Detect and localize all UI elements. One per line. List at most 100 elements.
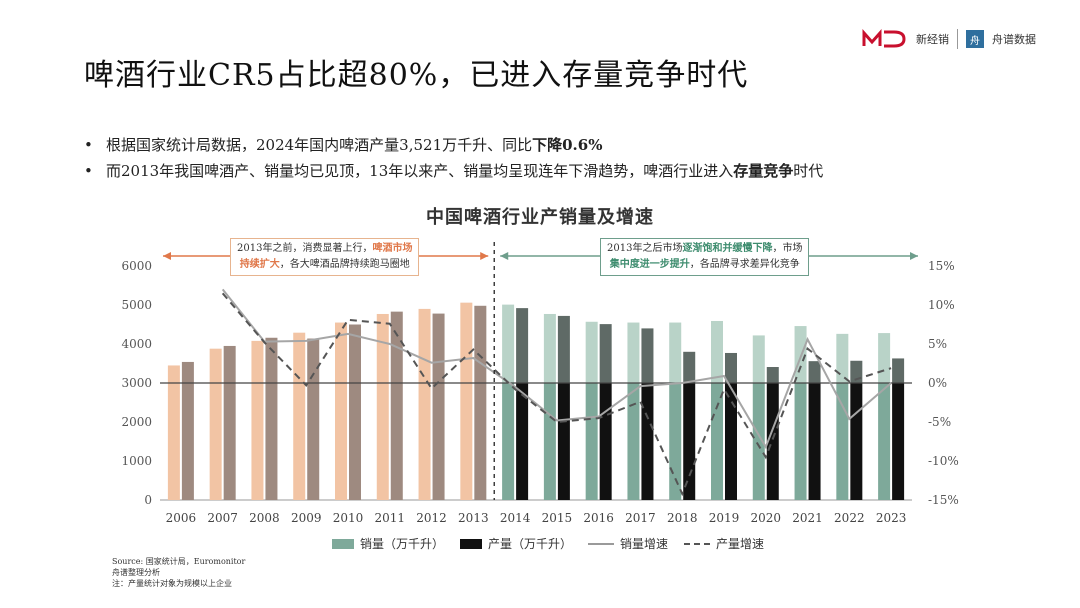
x-tick-label: 2019 — [709, 511, 740, 525]
bullet-text: 而2013年我国啤酒产、销量均已见顶，13年以来产、销量均呈现连年下滑趋势，啤酒… — [106, 162, 734, 180]
x-tick-label: 2006 — [166, 511, 197, 525]
era-arrow-after-head-right — [910, 252, 918, 260]
y-right-tick-label: -5% — [928, 415, 951, 429]
bar-production — [474, 305, 487, 500]
x-tick-label: 2020 — [751, 511, 782, 525]
bar-sales — [794, 326, 807, 383]
bar-production — [181, 361, 194, 500]
bar-sales — [251, 340, 264, 500]
bar-sales — [836, 333, 849, 383]
era-arrow-before-head-right — [480, 252, 489, 260]
bar-sales — [627, 322, 640, 383]
bar-sales — [209, 348, 222, 500]
bar-sales-lower — [752, 383, 765, 500]
source-line-2: 舟谱整理分析 — [112, 568, 160, 577]
annotation-left-highlight-2: 持续扩大 — [239, 259, 280, 270]
y-left-tick-label: 3000 — [121, 376, 152, 390]
x-tick-label: 2011 — [375, 511, 406, 525]
legend-line-sales-growth — [588, 542, 615, 545]
legend-item-production-growth: 产量增速 — [684, 535, 764, 552]
bullet-text-tail: 时代 — [793, 162, 824, 180]
bar-production — [599, 324, 612, 383]
x-tick-label: 2021 — [792, 511, 823, 525]
bar-production — [223, 345, 236, 500]
x-tick-label: 2015 — [542, 511, 573, 525]
bar-production — [725, 352, 737, 383]
x-tick-label: 2009 — [291, 511, 322, 525]
y-left-tick-label: 1000 — [121, 454, 152, 468]
bar-production-lower — [808, 383, 821, 500]
logo-right-text: 舟谱数据 — [992, 33, 1036, 46]
x-tick-label: 2022 — [834, 511, 865, 525]
annotation-left-text: 2013年之前，消费显著上行， — [237, 243, 373, 254]
bar-production-lower — [892, 383, 905, 500]
annotation-right-highlight-2: 集中度进一步提升 — [609, 259, 690, 270]
bar-production — [265, 337, 278, 500]
y-left-tick-label: 5000 — [121, 298, 152, 312]
annotation-left-text-2: ，各大啤酒品牌持续跑马圈地 — [279, 259, 410, 270]
bullet-list: 根据国家统计局数据，2024年国内啤酒产量3,521万千升、同比下降0.6% 而… — [84, 132, 823, 184]
legend-item-sales: 销量（万千升） — [332, 535, 444, 552]
chart-legend: 销量（万千升） 产量（万千升） 销量增速 产量增速 — [332, 535, 764, 552]
bar-sales — [418, 308, 431, 500]
bar-production — [516, 308, 529, 383]
bar-production — [307, 338, 320, 500]
bar-production — [349, 324, 361, 500]
y-right-tick-label: 10% — [928, 298, 955, 312]
x-tick-label: 2023 — [876, 511, 907, 525]
chart-title: 中国啤酒行业产销量及增速 — [426, 207, 654, 228]
legend-item-sales-growth: 销量增速 — [588, 535, 668, 552]
bar-sales-lower — [878, 383, 891, 500]
annotation-right-text-2: ，各品牌寻求差异化竞争 — [689, 259, 800, 270]
annotation-right-highlight: 逐渐饱和并缓慢下降 — [682, 243, 773, 254]
brand-logo-icon — [862, 29, 906, 48]
bar-sales-lower — [585, 383, 598, 500]
bar-sales — [502, 304, 515, 383]
bar-production-lower — [599, 383, 612, 500]
logo-area: 新经销 舟 舟谱数据 — [862, 28, 1036, 50]
bar-sales — [585, 321, 598, 383]
annotation-right: 2013年之后市场逐渐饱和并缓慢下降，市场 集中度进一步提升，各品牌寻求差异化竞… — [600, 238, 810, 276]
bar-sales — [711, 320, 723, 383]
y-left-tick-label: 0 — [144, 493, 152, 507]
bar-sales-lower — [836, 383, 849, 500]
x-tick-label: 2013 — [458, 511, 489, 525]
source-note: Source: 国家统计局，Euromonitor 舟谱整理分析 注：产量统计对… — [112, 556, 245, 589]
x-tick-label: 2008 — [249, 511, 280, 525]
y-right-tick-label: 5% — [928, 337, 947, 351]
y-right-tick-label: 0% — [928, 376, 947, 390]
bar-sales — [460, 302, 473, 500]
x-tick-label: 2018 — [667, 511, 698, 525]
bullet-item: 根据国家统计局数据，2024年国内啤酒产量3,521万千升、同比下降0.6% — [84, 132, 823, 158]
bar-sales — [543, 313, 556, 383]
bullet-bold: 下降0.6% — [532, 136, 603, 154]
x-tick-label: 2012 — [416, 511, 447, 525]
bar-sales — [878, 333, 891, 383]
x-tick-label: 2017 — [625, 511, 656, 525]
bar-sales — [167, 365, 180, 500]
x-tick-label: 2016 — [583, 511, 614, 525]
bar-production-lower — [641, 383, 654, 500]
bar-production — [766, 367, 779, 383]
bar-production — [683, 351, 696, 383]
bar-sales-lower — [669, 383, 682, 500]
bar-sales-lower — [502, 383, 515, 500]
bar-production — [892, 358, 905, 383]
y-right-tick-label: 15% — [928, 259, 955, 273]
y-left-tick-label: 2000 — [121, 415, 152, 429]
annotation-left-highlight: 啤酒市场 — [372, 243, 413, 254]
y-left-tick-label: 6000 — [121, 259, 152, 273]
legend-line-production-growth — [684, 542, 711, 545]
legend-label-sales: 销量（万千升） — [360, 537, 445, 551]
legend-item-production: 产量（万千升） — [460, 535, 572, 552]
bar-sales-lower — [794, 383, 807, 500]
legend-swatch-production — [460, 538, 483, 549]
bar-sales-lower — [543, 383, 556, 500]
bar-production-lower — [516, 383, 529, 500]
annotation-right-text: 2013年之后市场 — [607, 243, 683, 254]
annotation-right-text-tail: ，市场 — [772, 243, 803, 254]
era-arrow-before-head-left — [163, 252, 171, 260]
page-title: 啤酒行业CR5占比超80%，已进入存量竞争时代 — [84, 58, 749, 93]
bullet-text: 根据国家统计局数据，2024年国内啤酒产量3,521万千升、同比 — [106, 136, 533, 154]
